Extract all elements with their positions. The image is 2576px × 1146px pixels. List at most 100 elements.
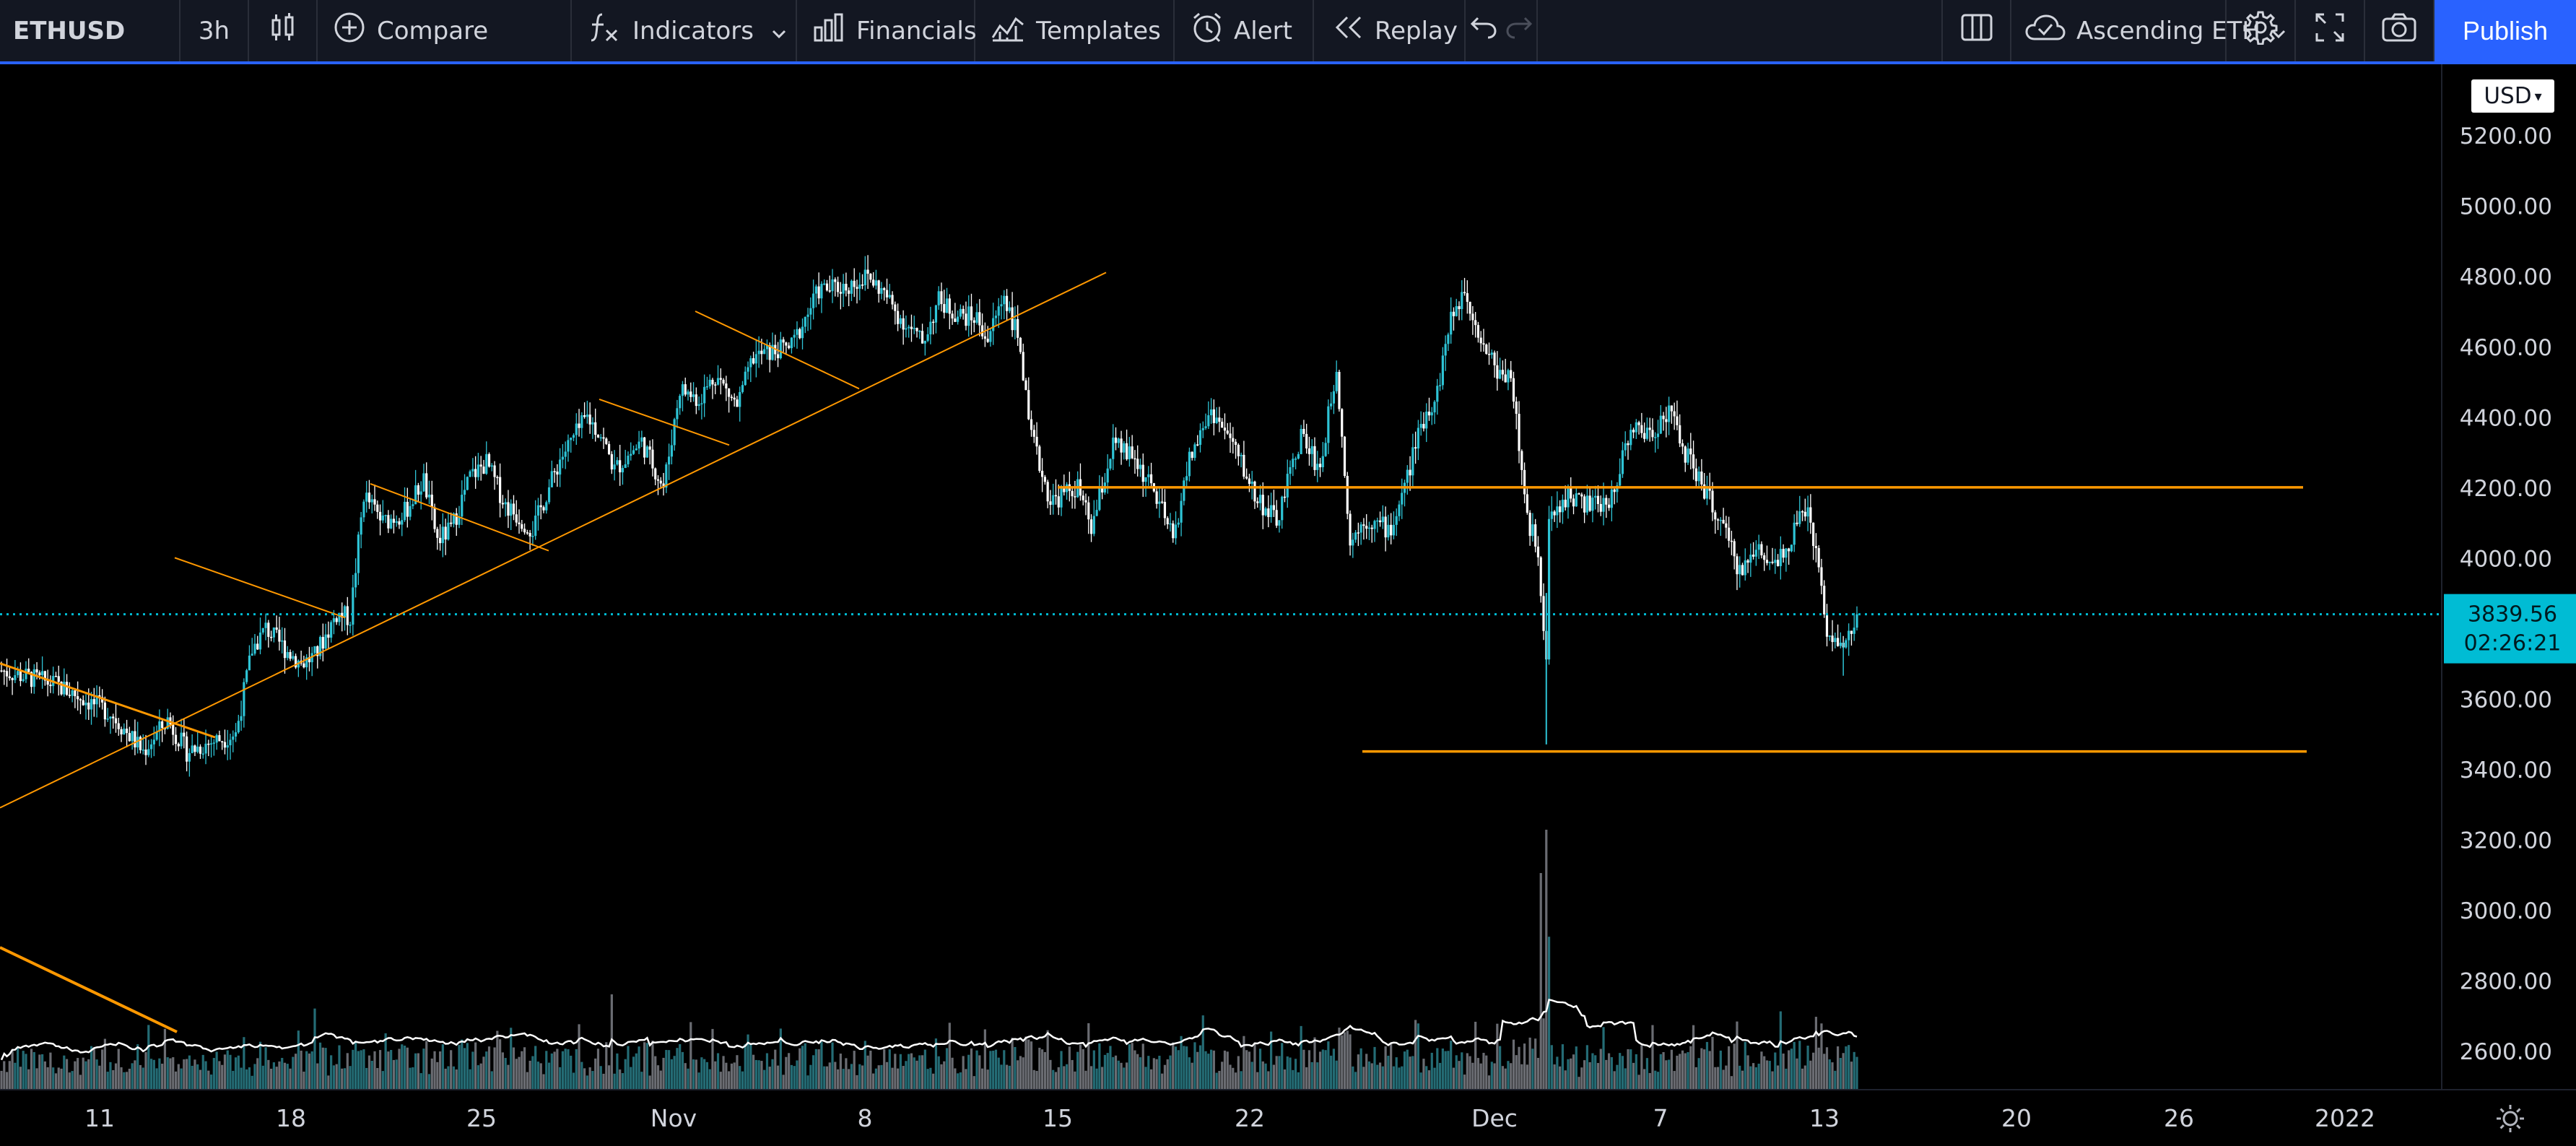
- candle-body: [406, 501, 409, 517]
- candle-body: [471, 469, 474, 472]
- volume-bar: [962, 1056, 965, 1090]
- candle-body: [316, 646, 319, 656]
- candle-body: [607, 443, 611, 454]
- volume-bar: [387, 1051, 390, 1090]
- volume-bar: [1643, 1069, 1646, 1090]
- candle-body: [1074, 496, 1076, 498]
- price-chart-canvas[interactable]: 5200.00 5000.00 4800.00 4600.00 4400.00 4200.…: [0, 64, 2576, 1143]
- volume-bar: [1602, 1027, 1605, 1090]
- candle-body: [1605, 498, 1608, 505]
- volume-bar: [1327, 1041, 1330, 1090]
- candle-body: [1367, 527, 1371, 529]
- undo-icon[interactable]: [1469, 15, 1498, 46]
- snapshot-button[interactable]: [2365, 0, 2434, 61]
- saved-layout-button[interactable]: Ascending ETH: [2011, 0, 2285, 61]
- publish-button[interactable]: Publish: [2434, 0, 2576, 61]
- candle-body: [747, 367, 749, 372]
- symbol-search-button[interactable]: ETHUSD: [0, 0, 180, 61]
- chevron-down-icon[interactable]: [771, 17, 787, 45]
- candle-body: [1648, 427, 1651, 430]
- volume-bar: [490, 1071, 493, 1090]
- volume-bar: [52, 1067, 55, 1090]
- volume-bar: [1637, 1075, 1640, 1090]
- volume-bar: [957, 1073, 960, 1090]
- candle-body: [1005, 295, 1009, 311]
- candle-body: [1621, 450, 1624, 474]
- candle-body: [894, 304, 897, 311]
- volume-bar: [270, 1068, 273, 1090]
- volume-bar: [158, 1058, 161, 1090]
- volume-bar: [1313, 1037, 1316, 1090]
- candle-body: [869, 274, 872, 280]
- templates-button[interactable]: Templates: [975, 0, 1175, 61]
- candle-body: [1711, 490, 1714, 513]
- volume-bar: [452, 1066, 456, 1090]
- volume-bar: [455, 1069, 458, 1090]
- candle-body: [673, 419, 676, 446]
- volume-bar: [1733, 1043, 1736, 1090]
- fullscreen-button[interactable]: [2296, 0, 2365, 61]
- volume-bar: [425, 1041, 428, 1090]
- volume-bar: [1461, 1052, 1463, 1090]
- candle-body: [27, 668, 30, 672]
- candle-body: [1316, 464, 1319, 470]
- volume-bar: [1782, 1053, 1785, 1090]
- volume-bar: [1359, 1048, 1362, 1090]
- candle-body: [1354, 532, 1357, 540]
- chart-type-button[interactable]: [249, 0, 318, 61]
- volume-bar: [403, 1046, 406, 1090]
- volume-bar: [599, 1066, 602, 1090]
- volume-bar: [1237, 1056, 1240, 1090]
- currency-select[interactable]: USD ▾: [2471, 79, 2554, 113]
- candle-body: [1120, 438, 1123, 453]
- volume-bar: [125, 1072, 129, 1090]
- volume-bar: [880, 1064, 883, 1090]
- layout-select-button[interactable]: [1943, 0, 2011, 61]
- volume-bar: [1768, 1061, 1771, 1090]
- chart-area[interactable]: 5200.00 5000.00 4800.00 4600.00 4400.00 4200.…: [0, 64, 2576, 1143]
- volume-bar: [504, 1058, 507, 1090]
- candle-body: [1591, 498, 1594, 511]
- volume-bar: [1610, 1056, 1613, 1090]
- volume-bar: [1256, 1072, 1259, 1090]
- candle-body: [877, 280, 880, 294]
- candle-body: [1307, 448, 1311, 454]
- volume-bar: [68, 1072, 71, 1090]
- volume-bar: [1507, 1061, 1510, 1090]
- chart-settings-button[interactable]: [2227, 0, 2296, 61]
- volume-bar: [528, 1060, 531, 1090]
- price-tick-label: 5000.00: [2460, 194, 2552, 220]
- redo-icon[interactable]: [1505, 15, 1533, 46]
- volume-bar: [518, 1056, 521, 1090]
- candle-body: [401, 520, 404, 525]
- volume-bar: [850, 1064, 853, 1090]
- volume-bar: [754, 1059, 757, 1090]
- volume-bar: [1101, 1067, 1104, 1090]
- candle-body: [1398, 504, 1401, 516]
- time-tick-label: 13: [1809, 1104, 1840, 1132]
- volume-bar: [643, 1042, 646, 1090]
- replay-button[interactable]: Replay: [1314, 0, 1466, 61]
- indicators-button[interactable]: Indicators: [572, 0, 797, 61]
- candle-body: [19, 671, 22, 682]
- compare-button[interactable]: Compare: [318, 0, 572, 61]
- candle-body: [1008, 307, 1011, 311]
- financials-button[interactable]: Financials: [797, 0, 977, 61]
- volume-bar: [1845, 1046, 1848, 1090]
- volume-bar: [278, 1061, 281, 1090]
- volume-bar: [1716, 1067, 1720, 1090]
- volume-bar: [406, 1047, 409, 1090]
- volume-bar: [1714, 1067, 1717, 1090]
- chevron-down-icon[interactable]: [2271, 17, 2286, 45]
- candle-body: [343, 606, 347, 618]
- uptrend-line: [0, 272, 1107, 809]
- settings-sun-icon[interactable]: [2497, 1105, 2524, 1132]
- candle-body: [1256, 501, 1259, 503]
- alert-button[interactable]: Alert: [1175, 0, 1314, 61]
- interval-button[interactable]: 3h: [180, 0, 249, 61]
- candle-body: [131, 731, 134, 742]
- candle-body: [1359, 524, 1362, 533]
- candle-body: [1450, 311, 1453, 335]
- candle-body: [1212, 409, 1215, 423]
- volume-bar: [842, 1069, 845, 1090]
